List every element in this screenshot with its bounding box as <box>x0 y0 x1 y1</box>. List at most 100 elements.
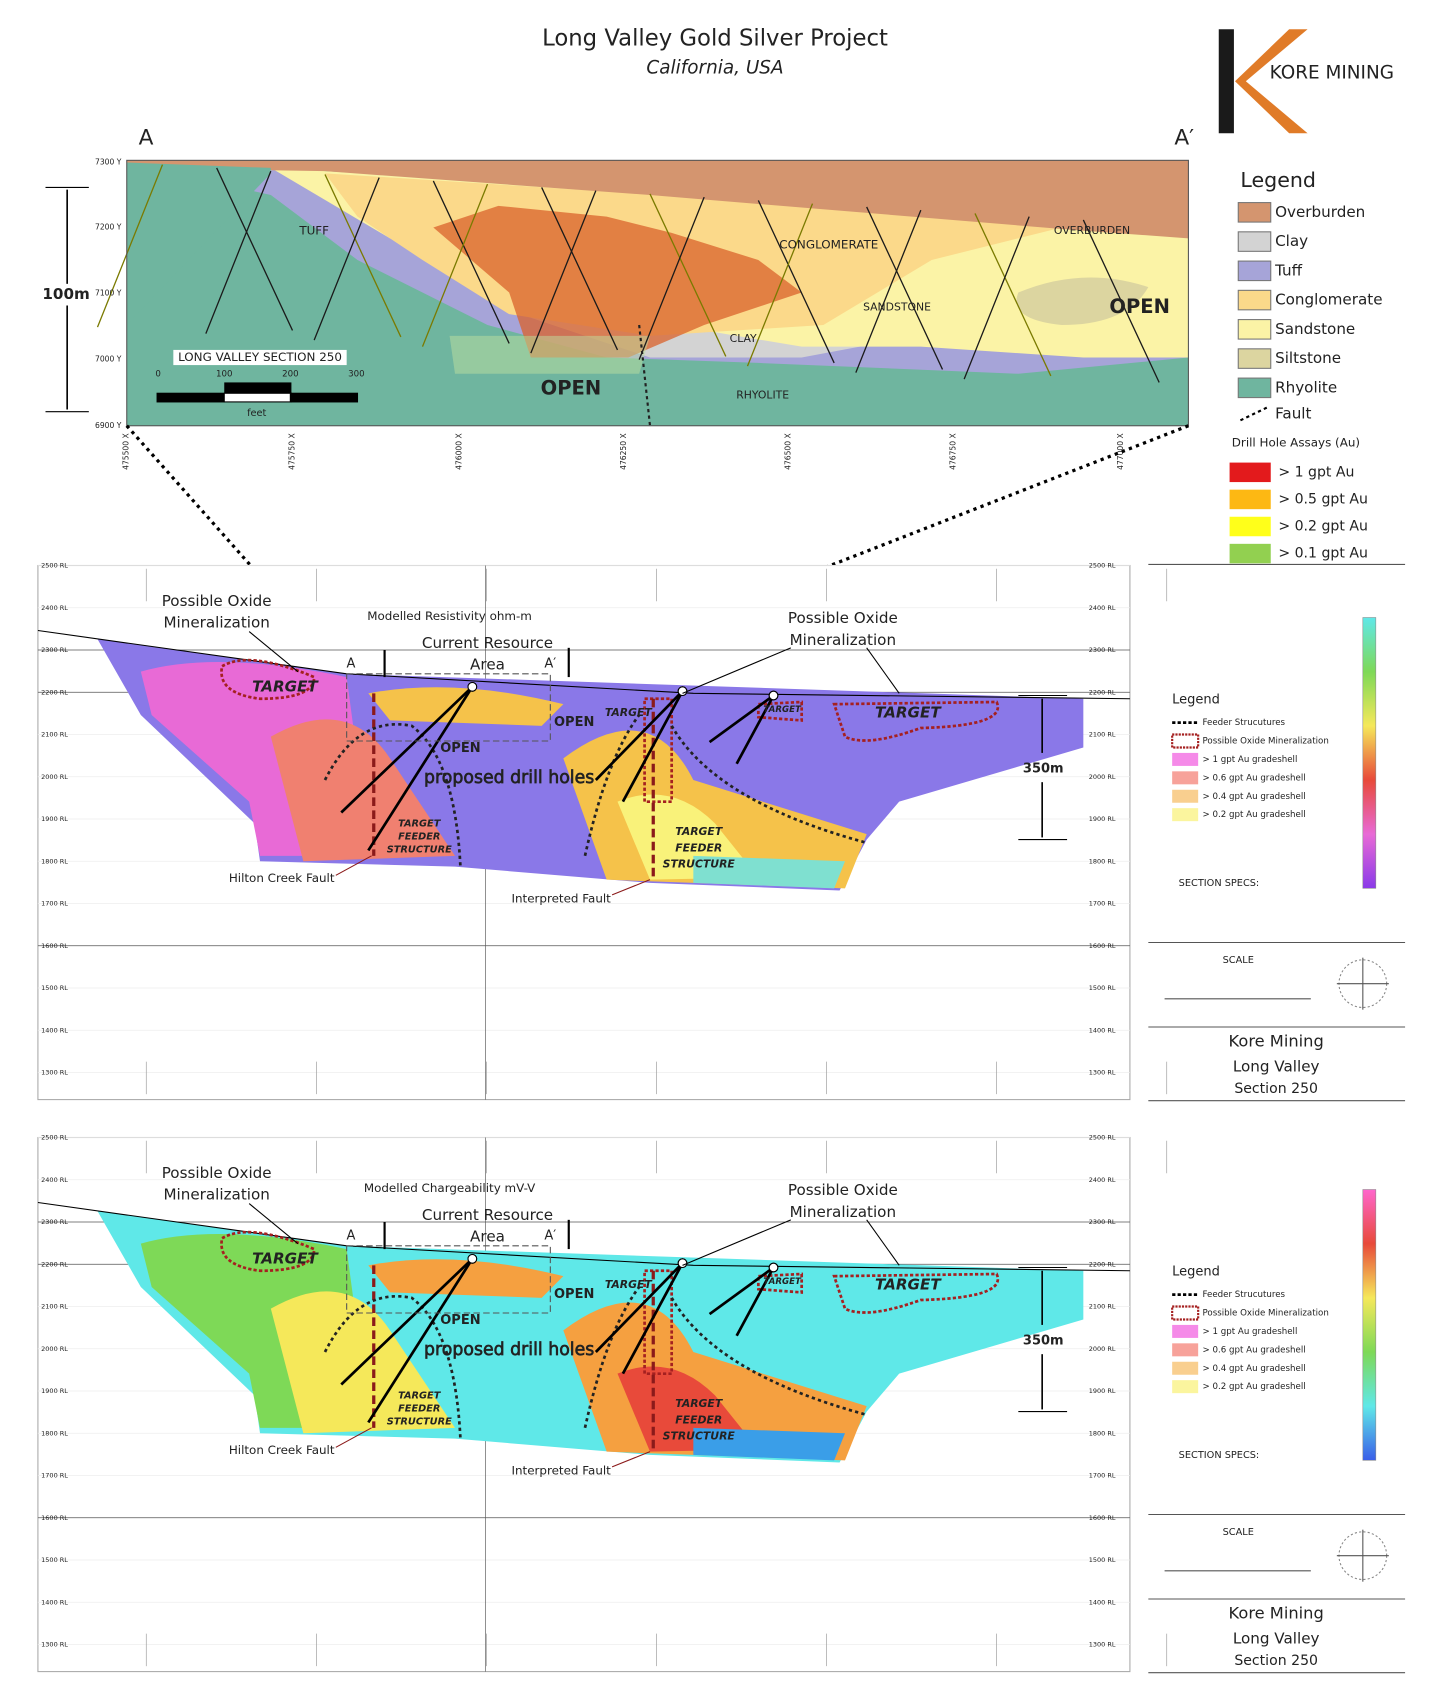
legend-swatch <box>1172 808 1199 822</box>
label-bg <box>43 283 89 306</box>
pointer <box>248 631 299 673</box>
drill-hole <box>216 167 294 331</box>
feeder-label: STRUCTURE <box>387 1416 452 1427</box>
rl-label: 1500 RL <box>41 1556 68 1564</box>
annotation: Possible Oxide <box>162 1164 272 1182</box>
drill-hole <box>421 183 489 347</box>
x-label: 476000 X <box>454 433 463 470</box>
pointer <box>248 1203 299 1245</box>
legend-swatch <box>1237 260 1272 282</box>
legend-swatch <box>1237 289 1272 311</box>
feeder-label: TARGET <box>398 818 442 829</box>
anomaly <box>368 687 564 726</box>
legend-label: > 0.6 gpt Au gradeshell <box>1202 773 1305 783</box>
legend-label: > 0.5 gpt Au <box>1278 491 1368 507</box>
fault-label: Hilton Creek Fault <box>229 871 335 885</box>
oxide-outline <box>756 700 804 722</box>
panel: 2500 RL 2500 RL 2400 RL 2400 RL 2300 RL 2300 … <box>37 1133 1406 1674</box>
rl-label: 1300 RL <box>41 1640 68 1648</box>
legend-label: > 0.4 gpt Au gradeshell <box>1202 792 1305 802</box>
drill-hole <box>708 1266 775 1316</box>
rl-label: 2200 RL <box>1089 1260 1116 1268</box>
logo-text: KORE MINING <box>1270 63 1394 84</box>
section-start: A <box>139 126 154 151</box>
legend-fault <box>1239 405 1271 422</box>
drill-hole <box>340 1257 474 1386</box>
unit-label: CONGLOMERATE <box>779 237 878 251</box>
rl-label: 2200 RL <box>41 1260 68 1268</box>
x-label: 476250 X <box>619 433 628 470</box>
feeder <box>583 1286 641 1429</box>
drill-hole <box>621 690 684 803</box>
legend-label: Siltstone <box>1275 349 1341 367</box>
rl-label: 2000 RL <box>41 773 68 781</box>
rl-label: 2200 RL <box>1089 688 1116 696</box>
target-label: TARGET <box>763 705 802 715</box>
legend-swatch <box>1172 771 1199 785</box>
feeder-label: TARGET <box>675 1397 724 1410</box>
target-label: TARGET <box>875 703 942 721</box>
pointer <box>335 1427 372 1448</box>
target-label: TARGET <box>605 1278 654 1291</box>
pointer <box>866 1219 900 1266</box>
rl-label: 1800 RL <box>1089 857 1116 865</box>
annotation: Mineralization <box>163 613 269 631</box>
x-label: 476500 X <box>784 433 793 470</box>
company: Kore Mining <box>1229 1032 1324 1051</box>
assay-swatch <box>1229 462 1271 483</box>
oxide-outline <box>643 697 674 804</box>
drill-hole <box>340 685 474 814</box>
rl-label: 2300 RL <box>1089 646 1116 654</box>
section-end: A′ <box>1174 126 1194 151</box>
scale-bar <box>224 382 292 394</box>
rl-label: 1500 RL <box>1089 984 1116 992</box>
x-label: 475500 X <box>122 433 131 470</box>
legend-label: Clay <box>1275 232 1308 250</box>
drill-hole <box>746 203 814 367</box>
scale-tick: 200 <box>282 369 299 379</box>
legend-swatch <box>1237 377 1272 399</box>
rl-label: 1400 RL <box>41 1026 68 1034</box>
drill-hole <box>974 213 1052 377</box>
collar <box>768 1262 779 1273</box>
resource-box <box>346 673 551 742</box>
annotation: proposed drill holes <box>424 768 594 788</box>
target-label: TARGET <box>875 1275 942 1293</box>
company: Kore Mining <box>1229 1604 1324 1623</box>
rl-label: 1900 RL <box>1089 1387 1116 1395</box>
feeder-label: FEEDER <box>675 841 722 854</box>
drill-hole <box>205 170 272 334</box>
rl-label: 1600 RL <box>1089 1514 1116 1522</box>
legend-label: Overburden <box>1275 203 1365 221</box>
overburden <box>126 160 1189 239</box>
legend-swatch <box>1237 202 1272 223</box>
rl-label: 1500 RL <box>1089 1556 1116 1564</box>
rl-label: 1600 RL <box>41 1514 68 1522</box>
legend-title: Legend <box>1172 692 1220 707</box>
legend-label: > 0.4 gpt Au gradeshell <box>1202 1364 1305 1374</box>
rl-label: 2000 RL <box>1089 1345 1116 1353</box>
unit-label: CLAY <box>730 332 757 345</box>
legend-label: Conglomerate <box>1275 291 1382 309</box>
section-name: Section 250 <box>1234 1653 1318 1669</box>
rl-label: 2500 RL <box>41 562 68 570</box>
rl-label: 2500 RL <box>41 1133 68 1141</box>
annotation: Area <box>470 656 505 674</box>
annotation: Mineralization <box>790 1203 896 1221</box>
feeder-label: TARGET <box>398 1390 442 1401</box>
annotation: Possible Oxide <box>788 1181 898 1199</box>
colorbar <box>1362 617 1377 889</box>
rl-label: 1300 RL <box>1089 1068 1116 1076</box>
rl-label: 1400 RL <box>1089 1598 1116 1606</box>
rl-label: 2400 RL <box>41 1176 68 1184</box>
logo-k <box>1235 29 1308 134</box>
section-name: LONG VALLEY SECTION 250 <box>178 350 342 364</box>
rl-label: 2100 RL <box>41 1302 68 1310</box>
rl-label: 1400 RL <box>1089 1026 1116 1034</box>
drill-hole <box>594 690 684 781</box>
drill-hole <box>638 196 705 360</box>
rl-label: 1500 RL <box>41 984 68 992</box>
feeder-label: FEEDER <box>398 1403 440 1414</box>
rl-label: 1900 RL <box>41 1387 68 1395</box>
drill-hole <box>735 694 775 765</box>
